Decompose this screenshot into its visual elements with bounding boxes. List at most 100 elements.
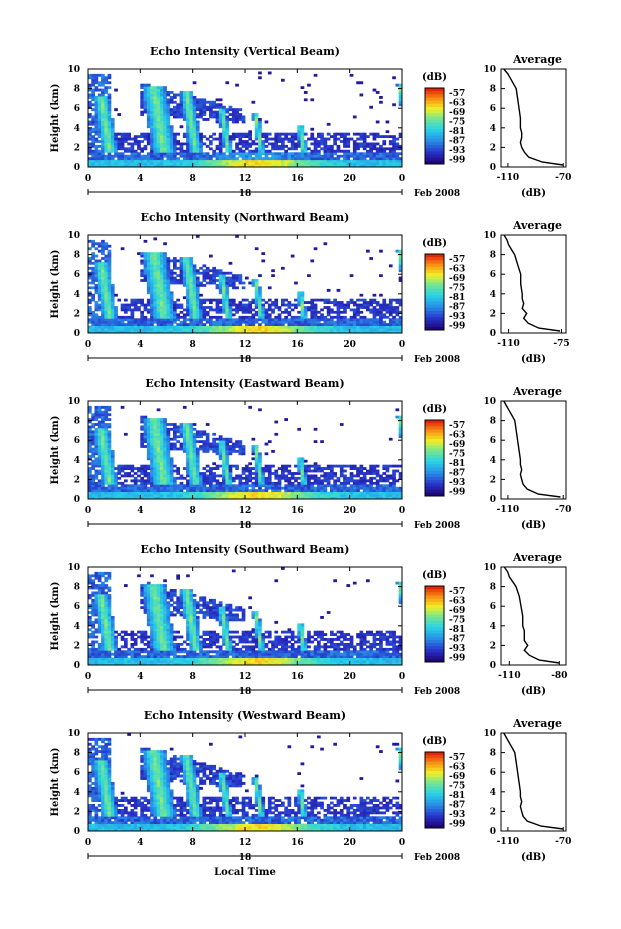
heatmap-cell	[245, 298, 249, 302]
heatmap-cell	[235, 306, 239, 309]
heatmap-cell	[359, 157, 364, 161]
heatmap-cell	[150, 144, 154, 148]
heatmap-cell	[330, 484, 334, 488]
heatmap-cell	[317, 330, 321, 334]
heatmap-cell	[382, 149, 387, 153]
heatmap-cell	[101, 410, 105, 414]
heatmap-cell	[294, 144, 298, 148]
heatmap-cell	[107, 118, 112, 121]
heatmap-cell	[254, 247, 259, 251]
heatmap-cell	[238, 308, 243, 312]
heatmap-cell	[258, 318, 262, 322]
heatmap-cell	[215, 452, 220, 456]
heatmap-cell	[300, 464, 305, 468]
heatmap-cell	[238, 108, 243, 112]
heatmap-cell	[261, 252, 266, 255]
heatmap-cell	[169, 464, 174, 468]
heatmap-cell	[326, 318, 331, 322]
heatmap-cell	[254, 135, 259, 138]
heatmap-cell	[104, 437, 109, 441]
heatmap-cell	[107, 149, 112, 153]
heatmap-cell	[398, 83, 403, 87]
heatmap-cell	[150, 318, 154, 322]
heatmap-cell	[228, 118, 233, 121]
heatmap-cell	[228, 306, 233, 309]
heatmap-cell	[398, 164, 403, 168]
heatmap-cell	[212, 328, 216, 331]
heatmap-cell	[160, 430, 164, 434]
heatmap-cell	[101, 320, 105, 324]
heatmap-cell	[120, 140, 125, 143]
heatmap-cell	[192, 118, 197, 121]
heatmap-cell	[205, 479, 210, 483]
heatmap-cell	[153, 308, 158, 312]
heatmap-cell	[215, 491, 220, 495]
heatmap-cell	[310, 98, 315, 102]
heatmap-cell	[124, 140, 128, 143]
heatmap-cell	[300, 135, 305, 138]
heatmap-cell	[251, 325, 256, 329]
y-tick-label: 4	[74, 290, 80, 300]
heatmap-cell	[320, 132, 324, 136]
heatmap-cell	[163, 472, 167, 475]
heatmap-cell	[186, 144, 190, 148]
heatmap-cell	[290, 254, 295, 258]
heatmap-cell	[225, 454, 230, 458]
heatmap-cell	[277, 489, 282, 492]
heatmap-cell	[88, 120, 92, 124]
heatmap-cell	[241, 286, 246, 290]
heatmap-cell	[274, 135, 279, 138]
heatmap-cell	[320, 325, 324, 329]
heatmap-cell	[209, 298, 213, 302]
heatmap-cell	[143, 254, 148, 258]
heatmap-cells	[88, 235, 403, 334]
heatmap-cell	[156, 328, 161, 331]
heatmap-cell	[101, 298, 105, 302]
heatmap-cell	[133, 135, 138, 138]
heatmap-cell	[251, 100, 256, 104]
heatmap-cell	[238, 113, 243, 116]
heatmap-cell	[254, 325, 259, 329]
heatmap-cell	[150, 484, 154, 488]
heatmap-cell	[398, 88, 403, 92]
heatmap-cell	[215, 464, 220, 468]
heatmap-cell	[294, 323, 298, 326]
heatmap-cell	[281, 330, 285, 334]
heatmap-cell	[258, 137, 262, 141]
heatmap-cell	[140, 491, 144, 495]
heatmap-cell	[258, 132, 262, 136]
heatmap-cell	[117, 481, 122, 485]
heatmap-cell	[101, 489, 105, 492]
heatmap-cell	[215, 496, 220, 500]
heatmap-cell	[228, 474, 233, 478]
heatmap-cell	[104, 154, 109, 158]
colorbar-swatch	[425, 129, 444, 133]
heatmap-cell	[199, 140, 203, 143]
heatmap-cell	[130, 467, 135, 470]
heatmap-cell	[320, 315, 324, 319]
heatmap-cell	[222, 464, 226, 468]
heatmap-cell	[140, 96, 144, 99]
heatmap-cell	[110, 149, 115, 153]
heatmap-cell	[336, 306, 341, 309]
heatmap-cell	[385, 130, 390, 134]
heatmap-cell	[307, 154, 311, 158]
heatmap-cell	[146, 266, 151, 270]
heatmap-cell	[228, 142, 233, 146]
heatmap-cell	[290, 325, 295, 329]
heatmap-cell	[104, 454, 109, 458]
heatmap-cell	[222, 474, 226, 478]
heatmap-cell	[209, 135, 213, 138]
heatmap-cell	[107, 430, 112, 434]
heatmap-cell	[182, 440, 187, 443]
heatmap-cell	[104, 320, 109, 324]
heatmap-cell	[150, 450, 154, 453]
heatmap-cell	[192, 276, 197, 280]
heatmap-cell	[310, 164, 315, 168]
heatmap-cell	[225, 284, 230, 287]
heatmap-cell	[94, 457, 99, 461]
heatmap-cell	[395, 328, 400, 331]
heatmap-cell	[182, 91, 187, 94]
heatmap-cell	[94, 144, 99, 148]
heatmap-cell	[359, 303, 364, 307]
